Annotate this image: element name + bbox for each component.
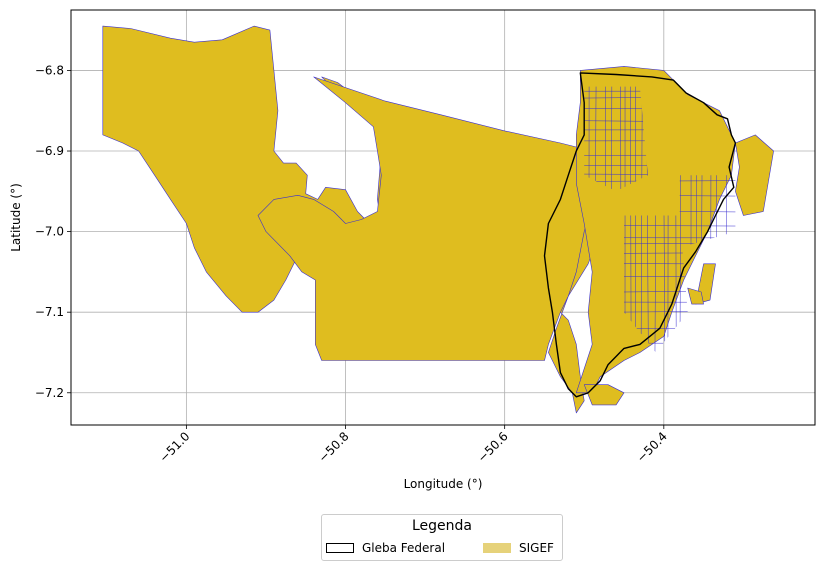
legend-item-gleba-federal: Gleba Federal [326, 541, 445, 555]
legend-label-gleba-federal: Gleba Federal [362, 541, 446, 555]
plot-frame [70, 9, 816, 426]
x-tick-label: −50.6 [475, 429, 511, 465]
gleba-federal-outline [543, 72, 737, 398]
y-tick-label: −6.8 [35, 63, 64, 77]
x-tick-label: −51.0 [157, 429, 193, 465]
y-axis-label: Latitude (°) [9, 183, 23, 252]
legend-swatch-gleba-federal [326, 543, 354, 553]
x-axis-label: Longitude (°) [404, 477, 483, 491]
legend-label-sigef: SIGEF [519, 541, 554, 555]
y-tick-label: −7.2 [35, 386, 64, 400]
legend-title: Legenda [411, 518, 472, 534]
parcel-line [725, 86, 728, 353]
y-tick-label: −6.9 [35, 144, 64, 158]
sigef-polygon [735, 134, 774, 216]
y-tick-label: −7.0 [35, 225, 64, 239]
x-tick-label: −50.8 [316, 429, 352, 465]
sigef-polygon [583, 384, 625, 406]
sigef-polygon [687, 287, 704, 305]
legend: Legenda Gleba Federal SIGEF [321, 514, 563, 561]
x-tick-label: −50.4 [634, 429, 670, 465]
gleba-federal-layer [543, 72, 737, 398]
sigef-layer [102, 25, 774, 414]
legend-item-sigef: SIGEF [483, 541, 554, 555]
legend-swatch-sigef [483, 543, 511, 553]
y-tick-label: −7.1 [35, 305, 64, 319]
sigef-polygon [257, 76, 595, 361]
